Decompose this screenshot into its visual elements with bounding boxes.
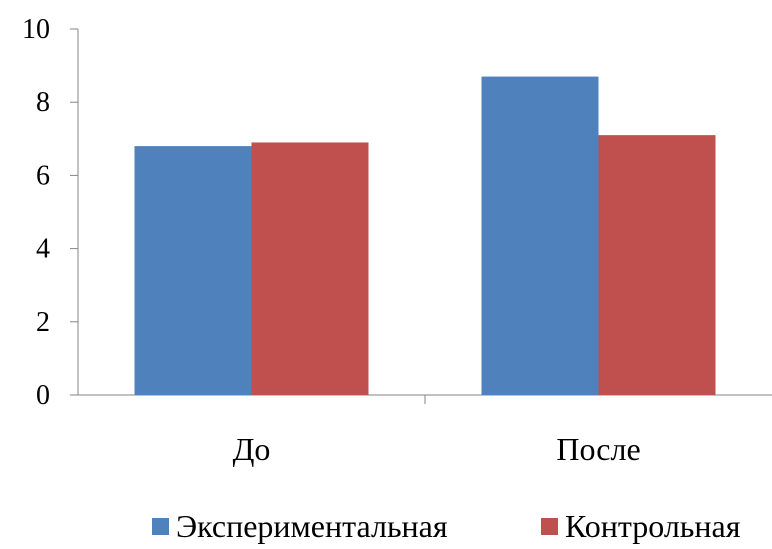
x-category-label: После [556,431,640,467]
legend: Экспериментальная Контрольная [152,508,741,544]
bars [134,76,716,395]
bar-experimental-0 [134,146,252,395]
y-tick-label: 8 [36,87,50,118]
y-tick-label: 4 [36,234,50,265]
y-tick-label: 6 [36,160,50,191]
bar-control-1 [598,135,716,395]
legend-label: Контрольная [565,508,741,544]
axis-labels: 0 2 4 6 8 10 До После [22,14,641,467]
y-tick-label: 2 [36,307,50,338]
y-tick-label: 10 [22,14,50,45]
y-tick-label: 0 [36,380,50,411]
legend-swatch [541,518,558,535]
legend-label: Экспериментальная [176,508,448,544]
x-category-label: До [233,431,271,467]
bar-control-0 [251,142,369,395]
legend-swatch [152,518,169,535]
bar-experimental-1 [481,76,599,395]
